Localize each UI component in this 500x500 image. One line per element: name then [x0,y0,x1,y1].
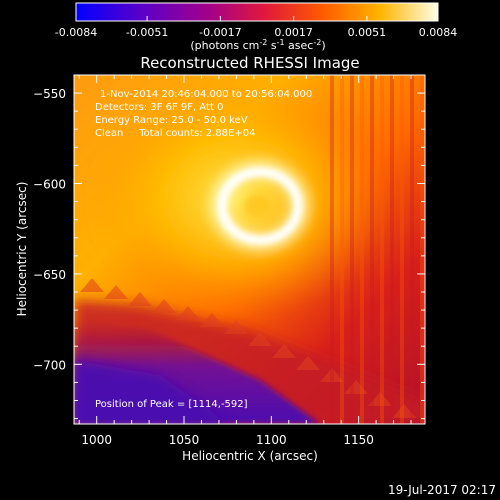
stripe-artifact [380,75,384,424]
sawtooth-artifact [344,380,368,394]
x-tick-label: 1100 [256,433,287,447]
plot-frame [73,74,426,425]
info-line-clean: Clean Total counts: 2.88E+04 [95,128,255,139]
stripe-artifact [360,75,364,424]
colorbar-tick-label: 0.0084 [419,26,458,39]
sawtooth-artifact [296,356,320,370]
info-line-energy: Energy Range: 25.0 - 50.0 keV [95,115,248,126]
sawtooth-artifact [392,404,416,418]
plot-title: Reconstructed RHESSI Image [140,54,359,72]
x-tick-label: 1150 [343,433,374,447]
sawtooth-artifact [224,320,248,334]
stripe-artifact [400,75,404,424]
colorbar-tick-label: -0.0084 [55,26,97,39]
colorbar-tick-label: -0.0017 [199,26,241,39]
colorbar-tick-label: -0.0051 [126,26,168,39]
sawtooth-artifact [152,299,176,313]
x-tick-label: 1050 [169,433,200,447]
sawtooth-artifact [368,392,392,406]
stripe-artifact [350,75,354,424]
stripe-artifact [420,75,424,424]
x-axis-label: Heliocentric X (arcsec) [182,449,318,463]
colorbar-tick-label: 0.0051 [348,26,387,39]
stripe-artifact [410,75,414,424]
sawtooth-artifact [104,285,128,299]
x-tick-label: 1000 [81,433,112,447]
axes: 1000 1050 1100 1150 −550 −600 −650 −700 [33,74,425,447]
footer-timestamp: 19-Jul-2017 02:17 [388,483,496,497]
heatmap [74,75,425,424]
y-axis-label: Heliocentric Y (arcsec) [15,182,29,317]
colorbar: -0.0084 -0.0051 -0.0017 0.0017 0.0051 0.0084 … [55,2,457,52]
info-line-time: 1-Nov-2014 20:46:04.000 to 20:56:04.000 [100,89,312,100]
sawtooth-artifact [128,292,152,306]
colorbar-ticks: -0.0084 -0.0051 -0.0017 0.0017 0.0051 0.0084 [55,16,457,39]
y-tick-label: −650 [33,268,66,282]
colorbar-units: (photons cm-2 s-1 asec-2) [190,38,325,52]
stripe-artifact [370,75,374,424]
sawtooth-artifact [272,344,296,358]
stripe-artifact [330,75,334,424]
source-ring [210,160,310,252]
stripe-artifact [340,75,344,424]
info-text: 1-Nov-2014 20:46:04.000 to 20:56:04.000 … [95,89,312,410]
sawtooth-artifact [320,368,344,382]
peak-position: Position of Peak = [1114,-592] [95,399,248,410]
sawtooth-artifact [80,278,104,292]
y-tick-label: −550 [33,87,66,101]
info-line-detectors: Detectors: 3F 6F 9F, Att 0 [95,102,223,113]
y-tick-label: −600 [33,177,66,191]
stripe-artifact [390,75,394,424]
sawtooth-artifact [248,332,272,346]
colorbar-gradient [75,2,439,22]
colorbar-tick-label: 0.0017 [274,26,313,39]
y-tick-label: −700 [33,358,66,372]
sawtooth-artifact [176,306,200,320]
sawtooth-artifact [200,313,224,327]
